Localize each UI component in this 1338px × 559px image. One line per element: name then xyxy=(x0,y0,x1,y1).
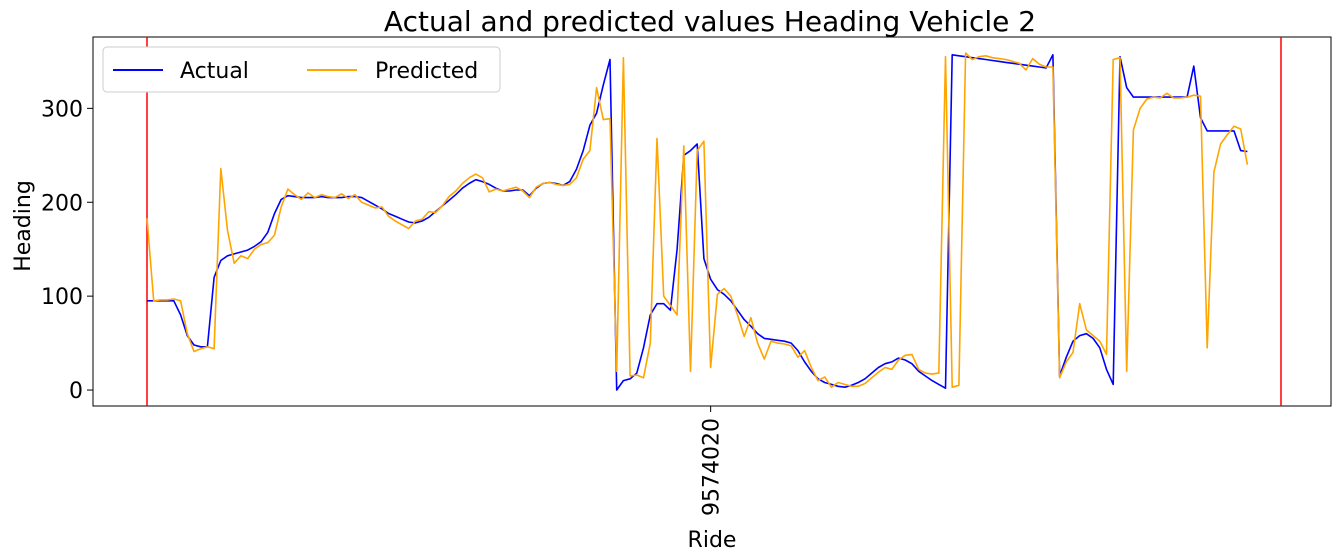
legend-frame xyxy=(102,46,501,93)
y-tick-label-300: 300 xyxy=(41,97,83,122)
legend-label-predicted: Predicted xyxy=(375,59,478,84)
x-axis-ticks: 9574020 xyxy=(700,406,725,516)
legend-label-actual: Actual xyxy=(180,59,249,84)
y-tick-label-100: 100 xyxy=(41,285,83,310)
y-axis-ticks: 0 100 200 300 xyxy=(41,97,93,404)
series-layer xyxy=(146,52,1249,391)
x-tick-label: 9574020 xyxy=(700,418,725,516)
series-line-predicted xyxy=(146,52,1249,389)
x-axis-label: Ride xyxy=(688,528,737,553)
legend: Actual Predicted xyxy=(102,46,501,93)
y-tick-label-200: 200 xyxy=(41,191,83,216)
y-tick-label-0: 0 xyxy=(69,379,83,404)
chart-title: Actual and predicted values Heading Vehi… xyxy=(384,5,1036,38)
y-axis-label: Heading xyxy=(11,180,36,272)
